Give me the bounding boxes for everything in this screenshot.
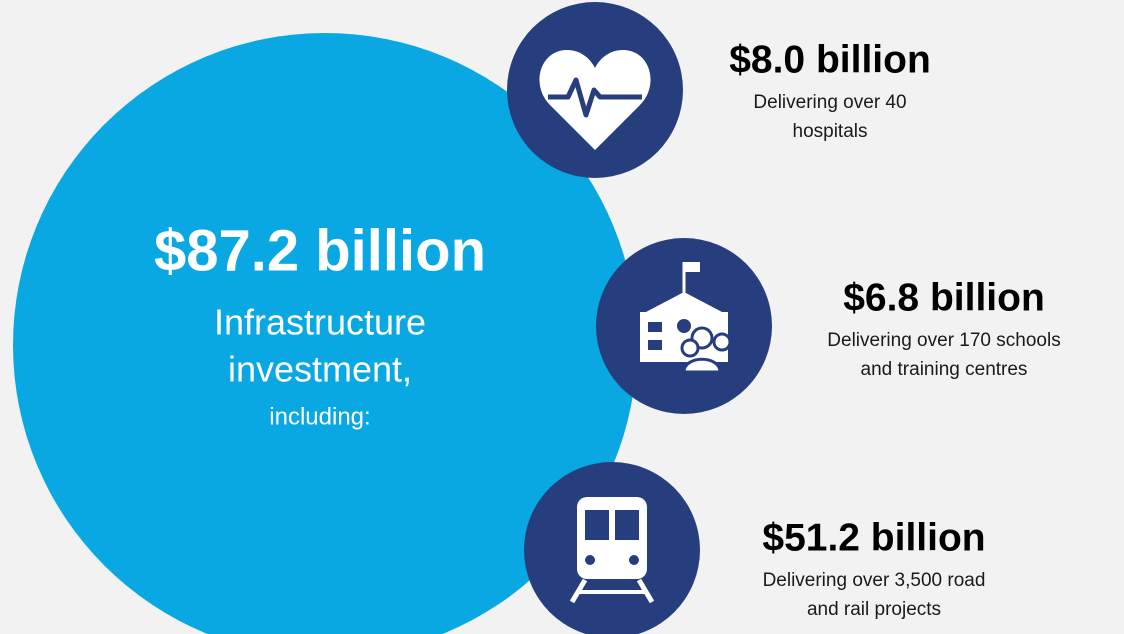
item-amount: $6.8 billion bbox=[843, 276, 1045, 319]
main-label: Infrastructure bbox=[214, 302, 426, 343]
main-circle bbox=[13, 33, 637, 634]
item-description: hospitals bbox=[793, 121, 868, 142]
school-icon bbox=[596, 238, 772, 414]
item-description: and training centres bbox=[861, 359, 1028, 380]
item-amount: $51.2 billion bbox=[762, 516, 985, 559]
main-note: including: bbox=[269, 403, 370, 430]
main-label: investment, bbox=[228, 349, 412, 390]
train-icon bbox=[524, 462, 700, 634]
item-description: Delivering over 170 schools bbox=[827, 330, 1060, 351]
item-amount: $8.0 billion bbox=[729, 38, 931, 81]
hospital-icon bbox=[507, 2, 683, 178]
main-amount: $87.2 billion bbox=[154, 218, 486, 283]
item-description: and rail projects bbox=[807, 599, 941, 620]
item-description: Delivering over 3,500 road bbox=[763, 570, 986, 591]
item-description: Delivering over 40 bbox=[753, 92, 906, 113]
